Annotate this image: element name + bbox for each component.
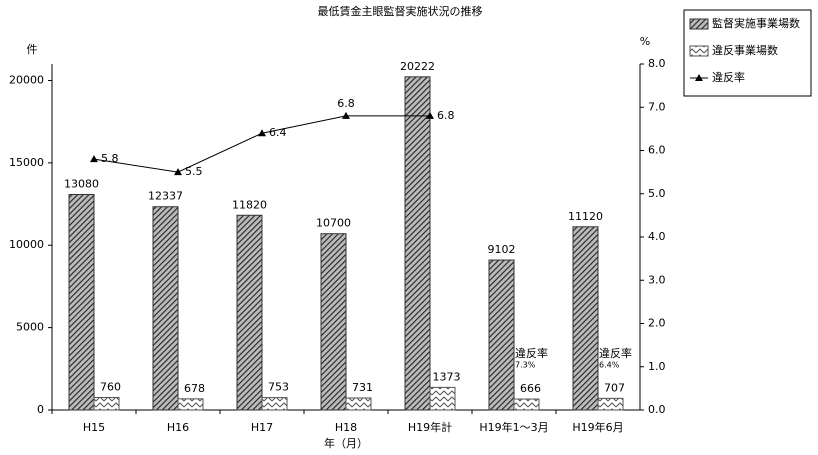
bar-value-label: 753 [268, 381, 289, 394]
x-tick-label: H17 [251, 421, 273, 434]
line-value-label: 6.8 [437, 109, 455, 122]
line-marker [342, 111, 350, 119]
bar [513, 398, 540, 411]
y-tick-label: 0 [37, 403, 44, 416]
bar-value-label: 13080 [64, 177, 99, 190]
bar [404, 76, 431, 411]
y-unit: 件 [27, 43, 38, 56]
line-value-label: 6.8 [337, 97, 355, 110]
bar [429, 386, 456, 411]
bar-value-label: 20222 [400, 60, 435, 73]
line-marker [90, 155, 98, 163]
bar [345, 397, 372, 411]
bar [261, 397, 288, 411]
x-tick-label: H19年1～3月 [479, 420, 548, 434]
y2-tick-label: 0.0 [648, 403, 666, 416]
bar [572, 226, 599, 411]
bar-value-label: 11820 [232, 198, 267, 211]
legend-label: 違反率 [712, 70, 745, 84]
y2-tick-label: 8.0 [648, 57, 666, 70]
annotation: 6.4% [599, 361, 620, 370]
annotation: 違反率 [515, 346, 548, 360]
bar-value-label: 10700 [316, 217, 351, 230]
chart-title: 最低賃金主眼監督実施状況の推移 [318, 4, 483, 18]
line-value-label: 5.5 [185, 165, 203, 178]
line-value-label: 5.8 [101, 152, 119, 165]
y2-unit: % [640, 35, 650, 48]
y-tick-label: 20000 [9, 73, 44, 86]
bar [93, 396, 120, 411]
line-marker [258, 129, 266, 137]
y2-tick-label: 5.0 [648, 187, 666, 200]
x-tick-label: H18 [335, 421, 357, 434]
legend-marker [695, 74, 703, 81]
bar-value-label: 1373 [433, 370, 461, 383]
legend-swatch [689, 45, 709, 57]
annotation: 違反率 [599, 346, 632, 360]
legend-label: 監督実施事業場数 [712, 16, 800, 30]
x-tick-label: H15 [83, 421, 105, 434]
bar [236, 214, 263, 411]
bar-value-label: 666 [520, 382, 541, 395]
y-tick-label: 15000 [9, 156, 44, 169]
y-tick-label: 5000 [16, 321, 44, 334]
x-axis-label: 年（月） [324, 436, 368, 450]
bar-value-label: 11120 [568, 210, 603, 223]
bar-value-label: 678 [184, 382, 205, 395]
bar [68, 193, 95, 411]
y2-tick-label: 4.0 [648, 230, 666, 243]
annotation: 7.3% [515, 361, 536, 370]
bar [320, 233, 347, 411]
bar-value-label: 731 [352, 381, 373, 394]
bar [488, 259, 515, 411]
legend-label: 違反事業場数 [712, 44, 778, 57]
bar [152, 206, 179, 411]
y2-tick-label: 3.0 [648, 273, 666, 286]
y-tick-label: 10000 [9, 238, 44, 251]
bar [597, 397, 624, 411]
bar-value-label: 760 [100, 380, 121, 393]
bar-value-label: 12337 [148, 190, 183, 203]
y2-tick-label: 1.0 [648, 360, 666, 373]
x-tick-label: H19年計 [408, 420, 452, 434]
y2-tick-label: 7.0 [648, 100, 666, 113]
line-series [93, 115, 430, 173]
y2-tick-label: 2.0 [648, 317, 666, 330]
legend-swatch [689, 18, 709, 30]
y2-tick-label: 6.0 [648, 144, 666, 157]
line-value-label: 6.4 [269, 126, 287, 139]
bar [177, 398, 204, 411]
bar-value-label: 707 [604, 381, 625, 394]
x-tick-label: H16 [167, 421, 189, 434]
line-marker [426, 111, 434, 119]
line-marker [174, 168, 182, 176]
bar-value-label: 9102 [488, 243, 516, 256]
x-tick-label: H19年6月 [572, 420, 623, 434]
